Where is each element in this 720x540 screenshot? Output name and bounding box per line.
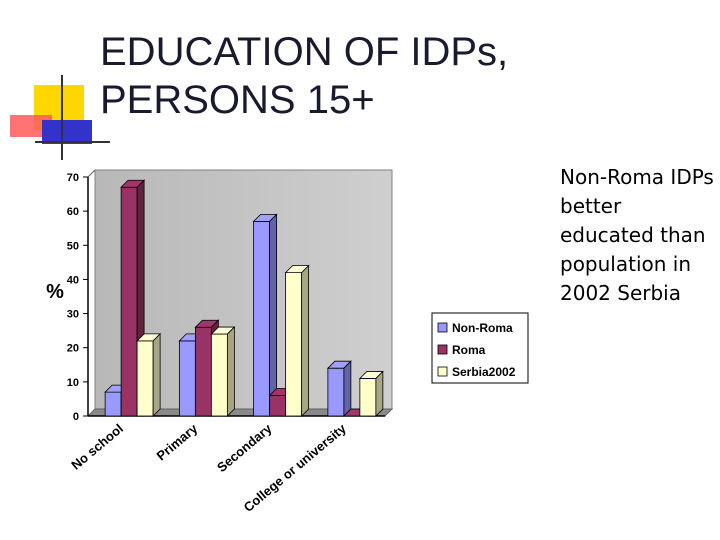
bar-side [226,326,235,417]
bar-serbia2002-1 [210,326,236,417]
bar-front [285,272,303,417]
x-category-label: Primary [154,420,201,463]
legend-box [431,312,529,384]
bar-front [269,395,287,417]
legend-label: Serbia2002 [452,365,516,379]
bar-serbia2002-2 [284,264,310,417]
y-tick-label: 50 [67,240,79,252]
y-axis-label: % [46,281,64,303]
bar-serbia2002-3 [358,370,384,417]
legend-swatch [437,322,448,333]
y-tick-label: 30 [67,309,79,321]
bar-side [343,360,352,417]
bar-front [253,220,271,417]
decorative-squares [10,75,110,160]
y-tick-label: 40 [67,274,79,286]
slide-title: EDUCATION OF IDPs, PERSONS 15+ [100,28,508,124]
bar-front [359,378,377,417]
bar-front [194,326,212,417]
legend-label: Non-Roma [452,321,513,335]
legend-swatch [437,344,448,355]
education-bar-chart: 0 10 20 30 40 50 60 70% No school Primary Secondar… [46,169,529,515]
bar-front [210,333,228,417]
plot-wall-edge [87,169,96,178]
deco-blue-square [42,120,92,144]
bar-non-roma-3 [326,360,352,417]
title-line-1: EDUCATION OF IDPs, [100,30,509,74]
legend-swatch [437,366,448,377]
bar-front [120,186,138,417]
y-tick-label: 60 [67,206,79,218]
x-category-label: Secondary [214,420,275,475]
bar-front [136,340,154,417]
bar-non-roma-2 [252,213,278,417]
bar-front [327,367,345,417]
y-tick-label: 70 [67,172,79,184]
x-category-label: No school [68,421,126,473]
bar-serbia2002-0 [136,332,162,417]
bar-front [104,391,122,417]
title-line-2: PERSONS 15+ [100,78,375,122]
legend-label: Roma [452,343,486,357]
y-tick-label: 20 [67,343,79,355]
bar-side [375,370,384,417]
bullet-text: Non-Roma IDPs better educated than popul… [560,165,714,305]
bar-side [301,264,310,417]
bar-side [269,213,278,417]
y-tick-label: 10 [67,377,79,389]
deco-red-square [10,115,52,137]
bar-side [152,332,161,417]
bar-front [178,340,196,417]
y-tick-label: 0 [73,411,79,423]
